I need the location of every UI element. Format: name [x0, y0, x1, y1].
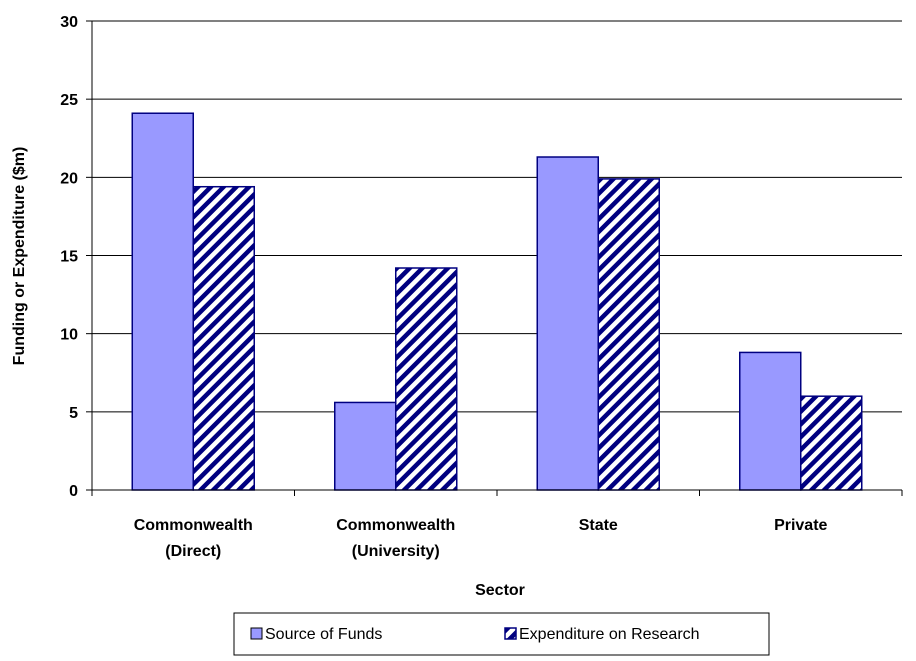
axes [86, 20, 903, 496]
y-tick-label-10: 10 [60, 327, 78, 344]
labels: 0 5 10 15 20 25 30 Commonwealth (Direct) Commonwe… [60, 14, 827, 560]
legend-swatch-expenditure-on-research [504, 627, 517, 640]
x-tick-label-1-line-1: (University) [352, 543, 440, 560]
x-tick-label-3-line-0: Private [774, 517, 827, 534]
bar-expenditure-on-research-2 [597, 178, 660, 491]
y-tick-label-20: 20 [60, 170, 78, 187]
y-tick-label-5: 5 [69, 405, 78, 422]
y-tick-label-25: 25 [60, 92, 78, 109]
bar-expenditure-on-research-1 [395, 267, 458, 491]
legend-label-source-of-funds: Source of Funds [265, 626, 382, 643]
x-tick-label-0-line-0: Commonwealth [134, 517, 253, 534]
x-tick-label-0-line-1: (Direct) [165, 543, 221, 560]
legend-label-expenditure-on-research: Expenditure on Research [519, 626, 700, 643]
y-axis-title: Funding or Expenditure ($m) [11, 147, 28, 366]
y-tick-label-15: 15 [60, 249, 78, 266]
x-tick-label-2-line-0: State [579, 517, 618, 534]
bar-source-of-funds-3 [739, 351, 802, 491]
bar-expenditure-on-research-3 [800, 395, 863, 491]
bar-source-of-funds-1 [334, 401, 397, 491]
x-axis-title: Sector [475, 582, 525, 599]
bar-source-of-funds-2 [536, 156, 599, 491]
y-tick-label-0: 0 [69, 483, 78, 500]
legend-box [233, 612, 770, 656]
bars [131, 112, 863, 491]
bar-expenditure-on-research-0 [192, 185, 255, 491]
legend-swatch-source-of-funds [250, 627, 263, 640]
y-tick-label-30: 30 [60, 14, 78, 31]
legend: Source of Funds Expenditure on Research [233, 612, 770, 656]
x-tick-label-1-line-0: Commonwealth [336, 517, 455, 534]
bar-source-of-funds-0 [131, 112, 194, 491]
